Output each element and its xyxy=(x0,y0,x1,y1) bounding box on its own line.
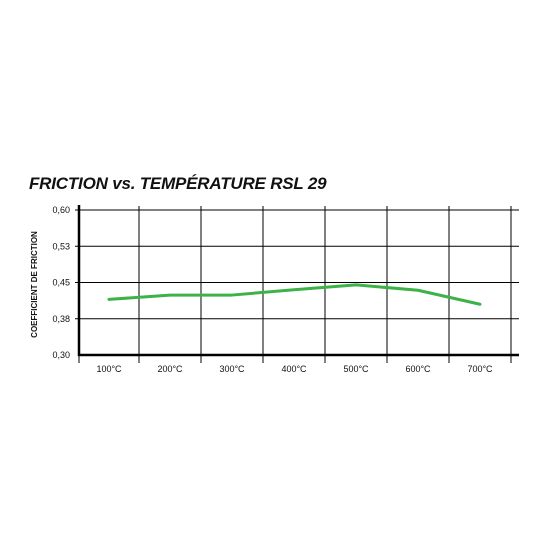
grid-layer xyxy=(75,206,519,363)
y-tick-label: 0,38 xyxy=(52,314,70,324)
x-tick-label: 400°C xyxy=(281,364,307,374)
series-layer xyxy=(107,283,482,306)
x-tick-label: 100°C xyxy=(96,364,122,374)
x-tick-label: 500°C xyxy=(343,364,369,374)
chart-title: FRICTION vs. TEMPÉRATURE RSL 29 xyxy=(29,174,327,193)
label-layer: 0,60 0,53 0,45 0,38 0,30 100°C 200°C 300°C 400°C… xyxy=(52,205,493,374)
series-line xyxy=(107,283,482,306)
x-tick-label: 200°C xyxy=(157,364,183,374)
y-axis-title: COEFFICIENT DE FRICTION xyxy=(30,231,39,338)
x-tick-label: 600°C xyxy=(405,364,431,374)
y-tick-label: 0,30 xyxy=(52,350,70,360)
y-tick-label: 0,45 xyxy=(52,278,70,288)
x-tick-label: 700°C xyxy=(467,364,493,374)
axis-layer xyxy=(77,205,519,357)
x-tick-label: 300°C xyxy=(219,364,245,374)
y-tick-label: 0,60 xyxy=(52,205,70,215)
y-tick-label: 0,53 xyxy=(52,241,70,251)
